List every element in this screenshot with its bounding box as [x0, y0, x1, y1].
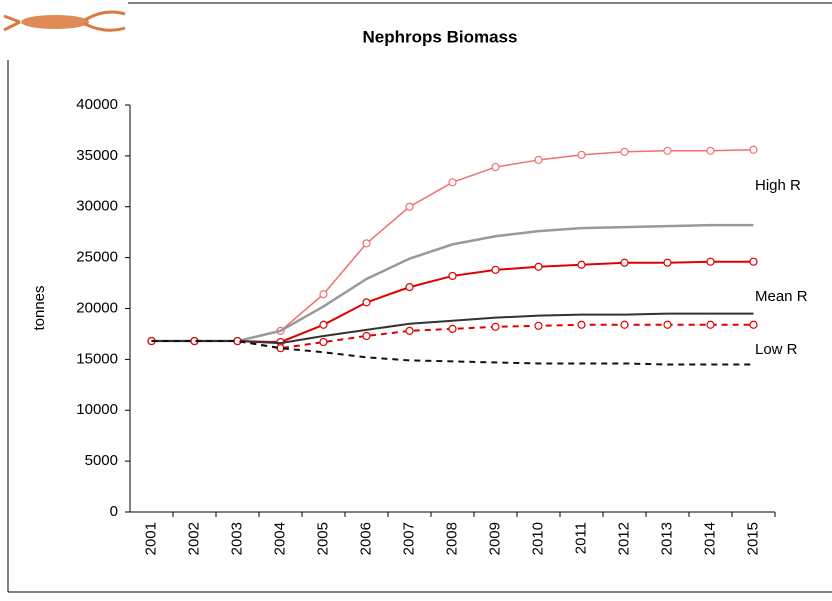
series-line — [152, 225, 754, 341]
series-line — [152, 341, 754, 364]
point — [707, 147, 714, 154]
x-tick-label: 2009 — [486, 522, 503, 555]
point — [535, 156, 542, 163]
y-tick-label: 10000 — [76, 401, 118, 418]
point — [320, 291, 327, 298]
point — [621, 321, 628, 328]
y-tick-label: 40000 — [76, 96, 118, 113]
point — [621, 259, 628, 266]
point — [707, 321, 714, 328]
x-tick-label: 2013 — [658, 522, 675, 555]
point — [492, 164, 499, 171]
point — [535, 263, 542, 270]
x-tick-label: 2014 — [701, 522, 718, 555]
x-tick-label: 2007 — [400, 522, 417, 555]
y-tick-label: 20000 — [76, 299, 118, 316]
x-tick-label: 2004 — [271, 522, 288, 555]
point — [750, 321, 757, 328]
annotation: High R — [755, 177, 801, 194]
x-tick-label: 2008 — [443, 522, 460, 555]
y-tick-label: 0 — [110, 503, 118, 520]
y-tick-label: 25000 — [76, 249, 118, 266]
point — [363, 240, 370, 247]
x-tick-label: 2011 — [572, 522, 589, 554]
y-tick-label: 15000 — [76, 350, 118, 367]
point — [664, 147, 671, 154]
point — [449, 179, 456, 186]
point — [578, 151, 585, 158]
page: {"chart_data": {"type": "line", "title":… — [0, 0, 832, 601]
x-tick-label: 2001 — [142, 522, 159, 555]
point — [406, 203, 413, 210]
point — [664, 259, 671, 266]
x-tick-label: 2003 — [228, 522, 245, 555]
point — [664, 321, 671, 328]
point — [449, 325, 456, 332]
point — [406, 327, 413, 334]
x-tick-label: 2012 — [615, 522, 632, 555]
point — [449, 272, 456, 279]
point — [535, 322, 542, 329]
point — [363, 332, 370, 339]
chart: Nephrops Biomass tonnes 0 5000 10000 15000 2… — [0, 0, 832, 596]
annotation: Mean R — [755, 288, 808, 305]
x-tick-label: 2010 — [529, 522, 546, 555]
point — [492, 266, 499, 273]
lobster-icon — [4, 12, 125, 30]
point — [320, 339, 327, 346]
point — [750, 146, 757, 153]
x-tick-label: 2015 — [744, 522, 761, 555]
y-axis-label: tonnes — [31, 285, 48, 330]
point — [750, 258, 757, 265]
point — [320, 321, 327, 328]
y-tick-label: 30000 — [76, 198, 118, 215]
point — [578, 321, 585, 328]
annotation: Low R — [755, 341, 798, 358]
point — [406, 284, 413, 291]
chart-title: Nephrops Biomass — [363, 27, 518, 46]
x-tick-label: 2006 — [357, 522, 374, 555]
x-tick-label: 2002 — [185, 522, 202, 555]
y-tick-label: 35000 — [76, 147, 118, 164]
point — [578, 261, 585, 268]
point — [363, 299, 370, 306]
point — [707, 258, 714, 265]
y-tick-label: 5000 — [85, 452, 118, 469]
point — [621, 148, 628, 155]
point — [492, 323, 499, 330]
x-tick-label: 2005 — [314, 522, 331, 555]
